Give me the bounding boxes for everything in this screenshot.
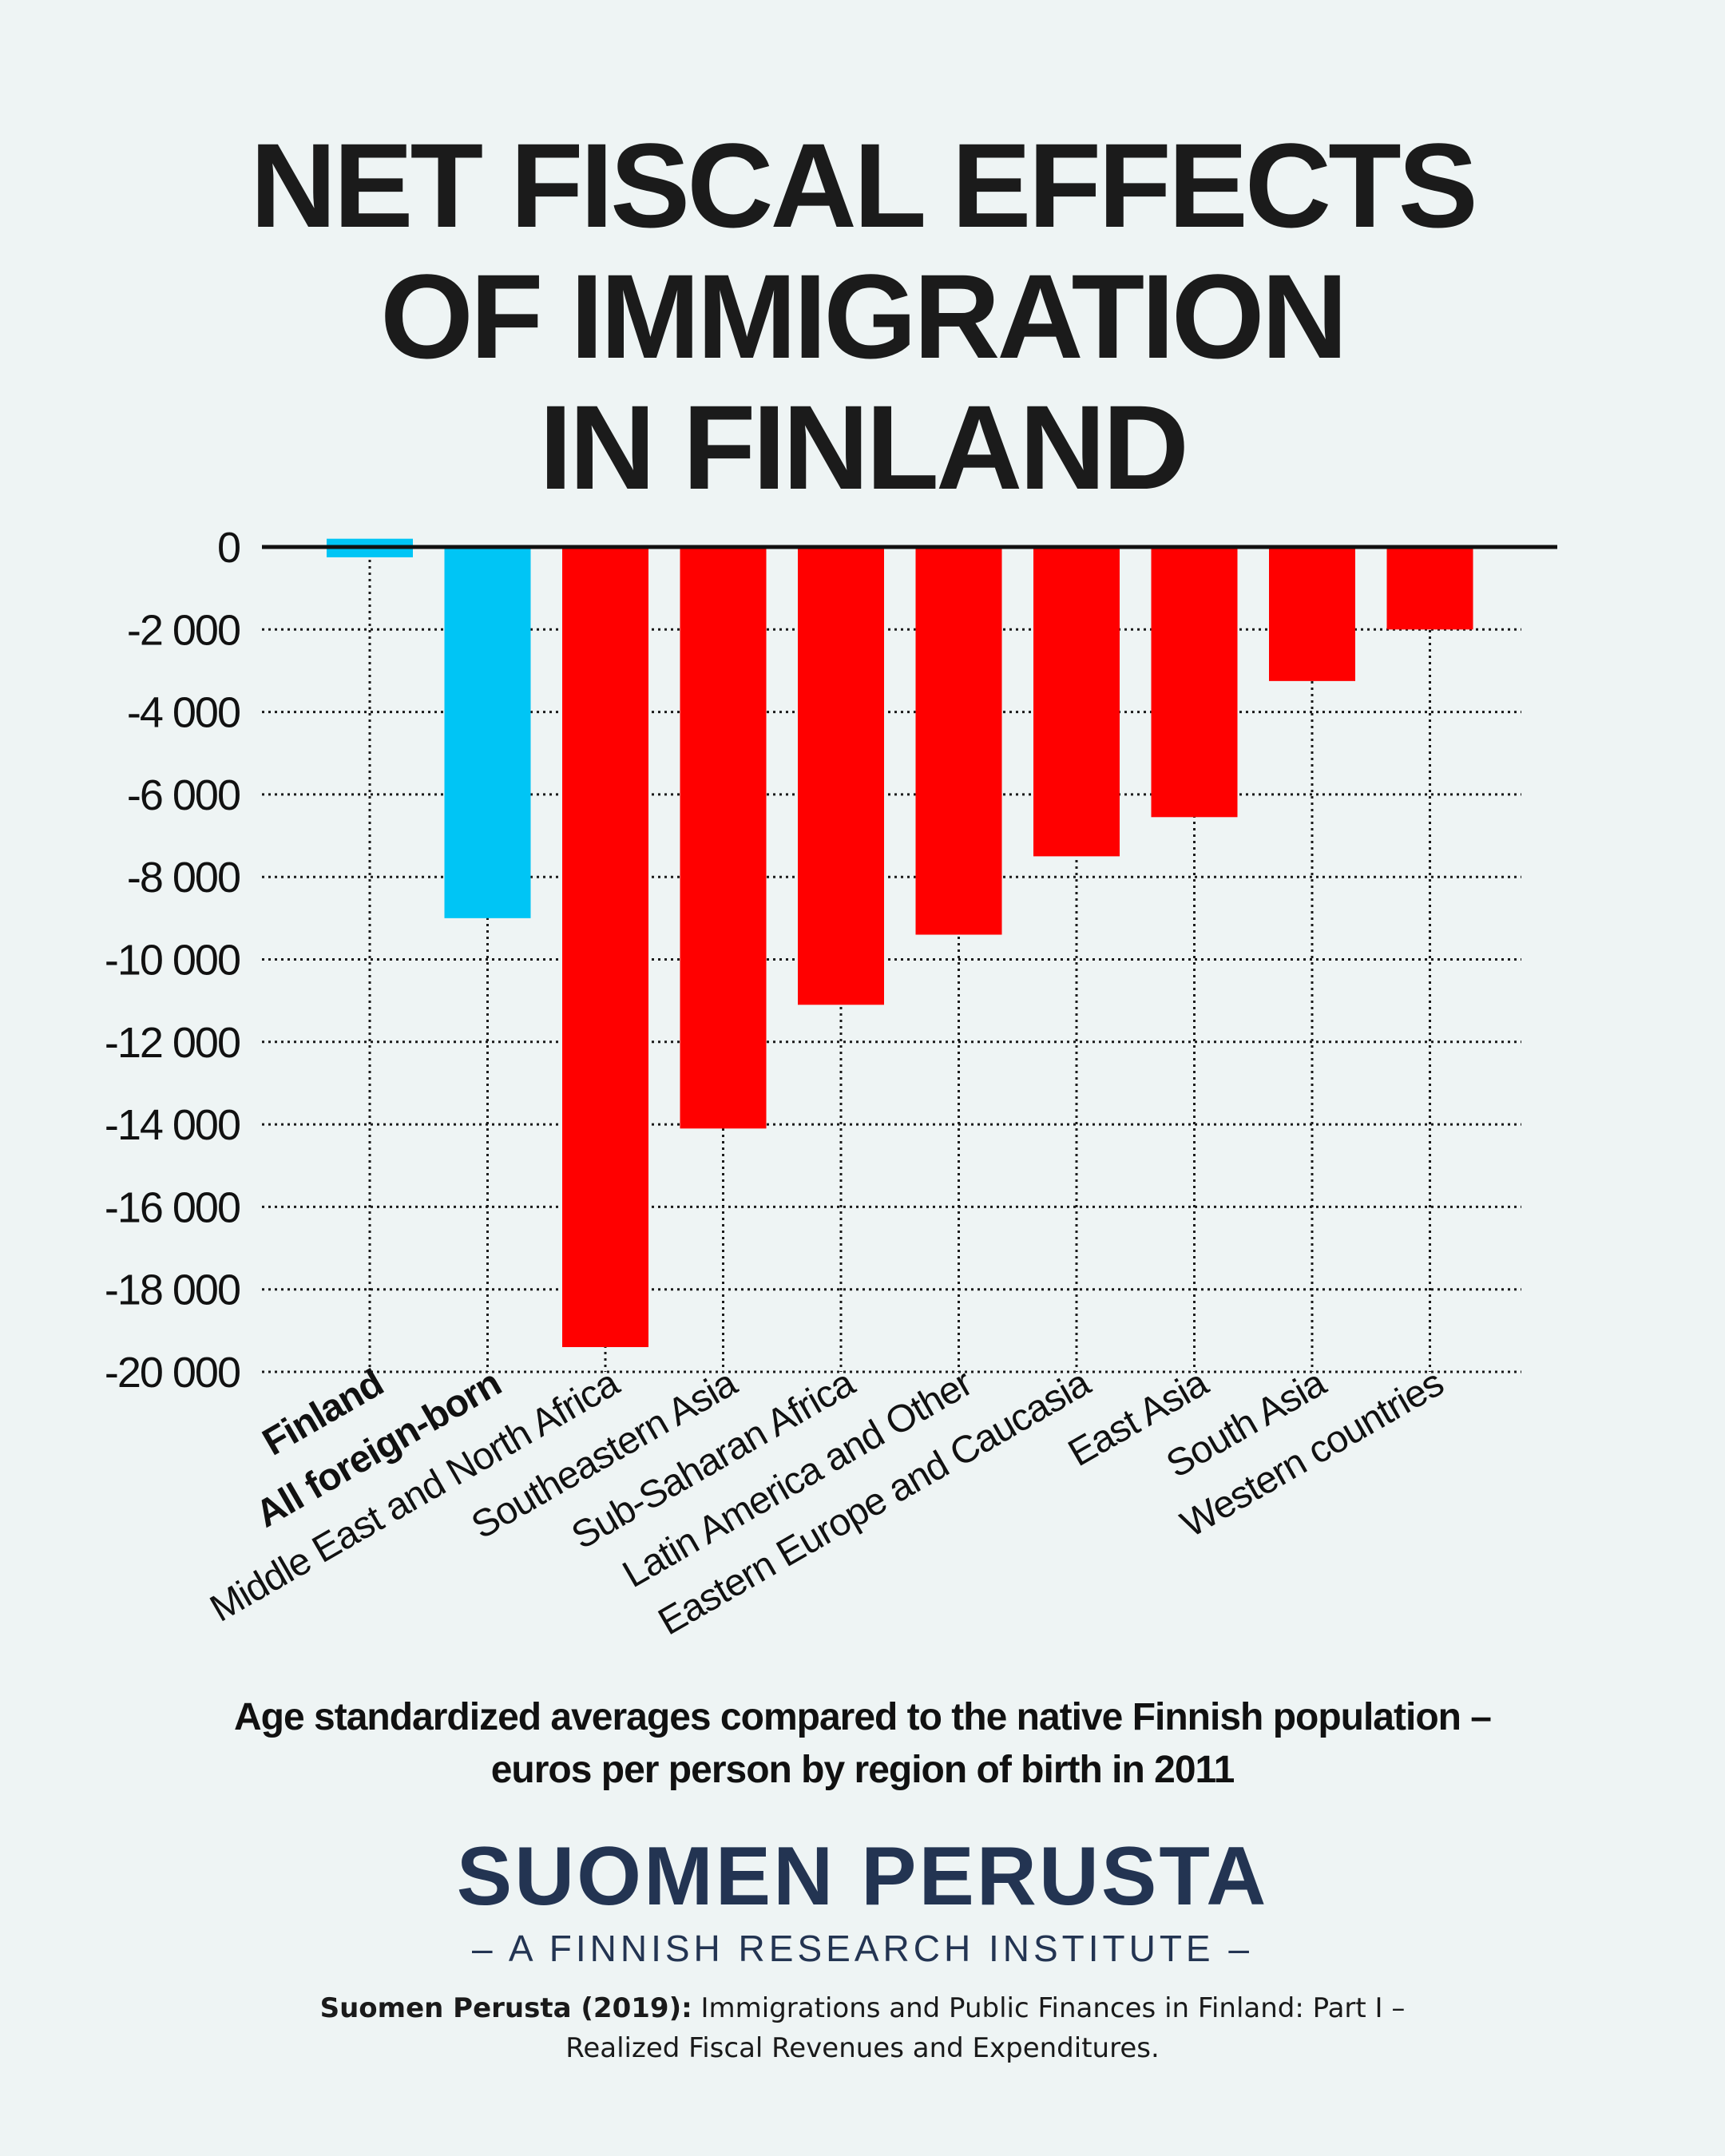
chart-subtitle: Age standardized averages compared to th… [0, 1691, 1725, 1797]
bar-south-asia [1269, 547, 1355, 681]
title-line-1: NET FISCAL EFFECTS [250, 118, 1478, 252]
y-tick-label: -18 000 [105, 1266, 240, 1314]
brand-logo-text: SUOMEN PERUSTA [456, 1830, 1269, 1923]
y-tick-label: -8 000 [127, 854, 240, 902]
source-line-1: Suomen Perusta (2019): Immigrations and … [0, 1988, 1725, 2028]
bar-eastern-europe-and-caucasia [1033, 547, 1120, 857]
bar-all-foreign-born [444, 547, 531, 918]
source-citation: Suomen Perusta (2019): Immigrations and … [0, 1988, 1725, 2068]
bar-east-asia [1151, 547, 1238, 818]
chart-title: NET FISCAL EFFECTS OF IMMIGRATION IN FIN… [0, 120, 1725, 513]
source-author: Suomen Perusta (2019): [319, 1992, 692, 2024]
y-tick-label: -4 000 [127, 689, 240, 737]
brand-tagline: – A FINNISH RESEARCH INSTITUTE – [472, 1928, 1253, 1969]
bar-western-countries [1386, 547, 1473, 630]
y-tick-labels: 0 -2 000 -4 000 -6 000 -8 000 -10 000 -12 000 -… [105, 524, 241, 1397]
y-tick-label: -14 000 [105, 1101, 240, 1149]
y-tick-label: -12 000 [105, 1019, 240, 1067]
bars [327, 538, 1473, 1348]
bar-southeastern-asia [680, 547, 767, 1129]
y-tick-label: -10 000 [105, 937, 240, 985]
bar-middle-east-and-north-africa [562, 547, 648, 1348]
subtitle-line-1: Age standardized averages compared to th… [234, 1696, 1492, 1738]
y-tick-label: -20 000 [105, 1349, 240, 1397]
title-line-2: OF IMMIGRATION [380, 249, 1348, 383]
y-tick-label: -16 000 [105, 1183, 240, 1231]
source-line-2: Realized Fiscal Revenues and Expenditure… [565, 2032, 1160, 2064]
subtitle-line-2: euros per person by region of birth in 2… [490, 1749, 1235, 1791]
y-tick-label: -2 000 [127, 606, 240, 654]
y-tick-label: -6 000 [127, 771, 240, 819]
title-line-3: IN FINLAND [539, 380, 1189, 514]
bar-sub-saharan-africa [798, 547, 884, 1005]
bar-latin-america-and-other [915, 547, 1002, 935]
source-text-1: Immigrations and Public Finances in Finl… [692, 1992, 1406, 2024]
y-tick-label: 0 [217, 524, 240, 572]
